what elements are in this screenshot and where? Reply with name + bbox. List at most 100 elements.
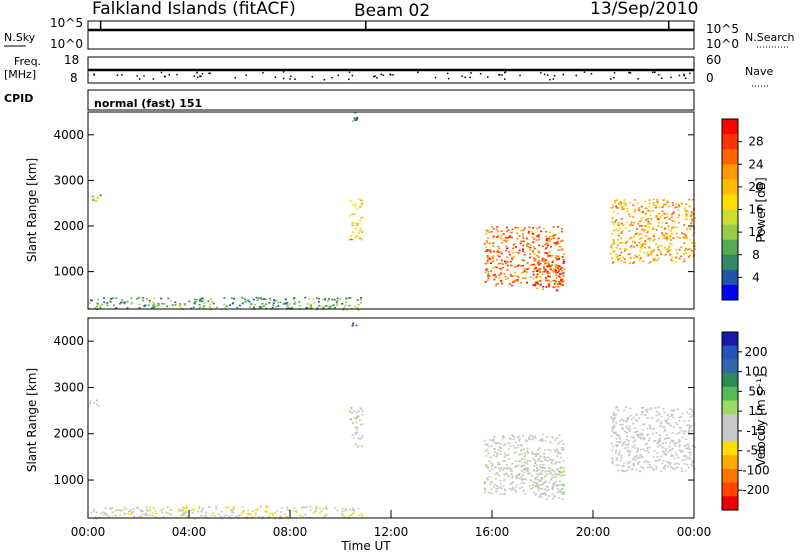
echo-cell bbox=[499, 480, 502, 482]
nave-dot bbox=[499, 74, 501, 76]
echo-cell bbox=[536, 485, 538, 488]
echo-cell bbox=[360, 423, 363, 426]
echo-cell bbox=[252, 298, 255, 301]
echo-cell bbox=[676, 226, 679, 228]
echo-cell bbox=[498, 255, 501, 258]
echo-cell bbox=[527, 268, 529, 270]
echo-region bbox=[91, 194, 102, 202]
echo-cell bbox=[556, 455, 559, 457]
echo-cell bbox=[178, 305, 181, 308]
echo-cell bbox=[494, 473, 497, 475]
echo-cell bbox=[537, 489, 540, 492]
echo-cell bbox=[331, 298, 334, 301]
echo-cell bbox=[624, 204, 627, 207]
echo-cell bbox=[149, 514, 152, 516]
echo-cell bbox=[655, 215, 658, 217]
echo-cell bbox=[145, 514, 148, 516]
echo-cell bbox=[353, 509, 356, 511]
echo-cell bbox=[518, 264, 520, 266]
echo-cell bbox=[305, 306, 308, 309]
echo-cell bbox=[633, 240, 636, 243]
echo-cell bbox=[646, 461, 649, 463]
echo-cell bbox=[260, 505, 262, 508]
echo-cell bbox=[485, 465, 488, 467]
echo-cell bbox=[541, 487, 544, 490]
echo-cell bbox=[107, 515, 110, 518]
echo-cell bbox=[496, 250, 499, 253]
echo-cell bbox=[560, 456, 562, 459]
echo-cell bbox=[669, 424, 672, 427]
echo-cell bbox=[537, 474, 540, 476]
echo-cell bbox=[684, 249, 687, 252]
echo-cell bbox=[267, 505, 270, 508]
echo-cell bbox=[653, 258, 656, 260]
echo-cell bbox=[629, 407, 632, 410]
echo-cell bbox=[531, 452, 534, 455]
colorbar-segment bbox=[722, 134, 738, 150]
echo-cell bbox=[491, 465, 493, 467]
echo-cell bbox=[130, 303, 133, 305]
echo-cell bbox=[659, 455, 662, 458]
freq-label: Freq. bbox=[14, 55, 41, 68]
echo-cell bbox=[512, 486, 515, 489]
echo-cell bbox=[493, 266, 496, 268]
echo-cell bbox=[348, 516, 351, 518]
echo-cell bbox=[111, 516, 114, 519]
echo-cell bbox=[508, 458, 511, 460]
echo-cell bbox=[545, 473, 548, 476]
echo-cell bbox=[531, 231, 534, 234]
echo-cell bbox=[611, 428, 614, 430]
echo-cell bbox=[487, 467, 490, 469]
echo-cell bbox=[610, 435, 613, 437]
echo-cell bbox=[537, 487, 539, 489]
echo-cell bbox=[523, 253, 526, 256]
echo-cell bbox=[558, 281, 561, 283]
echo-cell bbox=[537, 486, 540, 488]
echo-cell bbox=[153, 303, 156, 305]
echo-cell bbox=[503, 479, 506, 482]
echo-cell bbox=[623, 248, 626, 250]
echo-cell bbox=[670, 413, 673, 416]
echo-cell bbox=[621, 426, 624, 429]
echo-cell bbox=[621, 230, 624, 233]
echo-cell bbox=[639, 438, 642, 440]
echo-cell bbox=[361, 515, 364, 517]
echo-cell bbox=[671, 441, 674, 443]
echo-cell bbox=[620, 222, 623, 225]
echo-cell bbox=[641, 436, 644, 439]
echo-cell bbox=[318, 298, 320, 300]
echo-cell bbox=[256, 299, 259, 302]
echo-cell bbox=[633, 211, 636, 213]
echo-cell bbox=[151, 512, 154, 514]
echo-cell bbox=[508, 235, 511, 237]
echo-cell bbox=[255, 509, 258, 511]
echo-cell bbox=[268, 512, 271, 515]
echo-cell bbox=[642, 243, 644, 246]
nave-dot bbox=[93, 74, 95, 76]
echo-cell bbox=[293, 507, 296, 509]
echo-cell bbox=[621, 465, 624, 467]
echo-cell bbox=[557, 491, 559, 494]
echo-cell bbox=[644, 212, 647, 214]
echo-cell bbox=[612, 204, 615, 207]
echo-cell bbox=[521, 235, 524, 237]
echo-cell bbox=[652, 202, 655, 204]
echo-cell bbox=[656, 442, 659, 445]
echo-cell bbox=[664, 464, 667, 467]
echo-cell bbox=[183, 303, 186, 305]
echo-cell bbox=[529, 249, 532, 251]
echo-cell bbox=[662, 426, 665, 428]
echo-cell bbox=[533, 238, 536, 240]
echo-cell bbox=[528, 438, 531, 440]
echo-cell bbox=[516, 483, 519, 486]
echo-cell bbox=[625, 432, 628, 434]
echo-cell bbox=[248, 306, 251, 308]
echo-cell bbox=[89, 400, 92, 403]
echo-cell bbox=[664, 217, 666, 219]
echo-cell bbox=[692, 234, 695, 236]
echo-cell bbox=[516, 446, 519, 449]
echo-cell bbox=[359, 438, 362, 440]
ytick-label: 4000 bbox=[53, 334, 84, 348]
echo-cell bbox=[666, 227, 669, 230]
echo-cell bbox=[652, 432, 655, 435]
